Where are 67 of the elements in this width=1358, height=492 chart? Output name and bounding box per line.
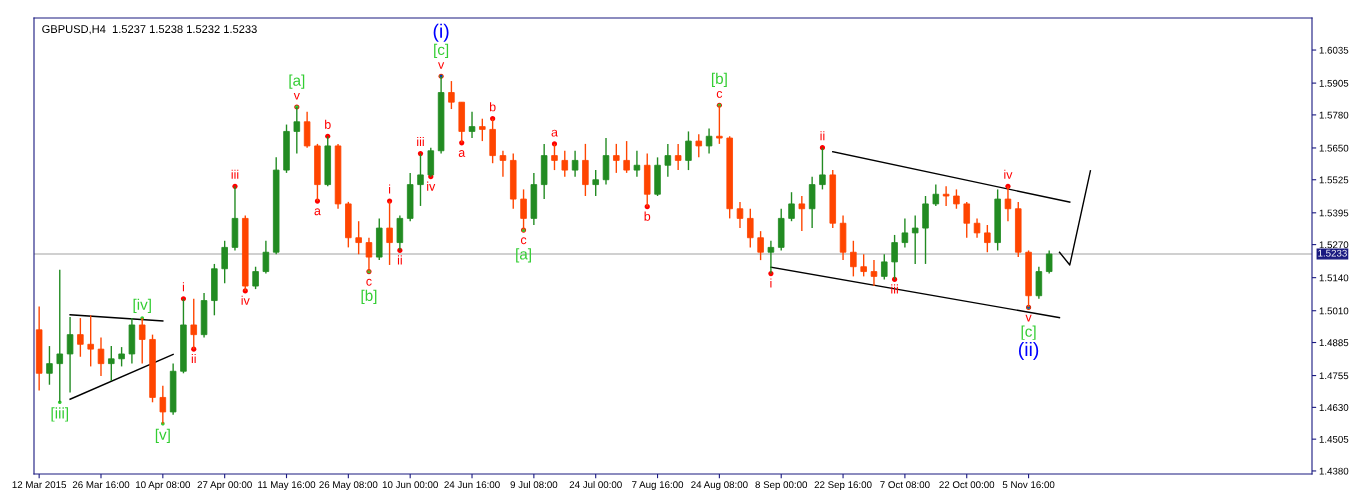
x-tick-label: 22 Oct 00:00	[939, 481, 995, 489]
x-tick-label: 9 Jul 08:00	[510, 480, 558, 489]
y-tick-label: 1.5780	[1319, 111, 1349, 119]
y-tick-label: 1.4755	[1319, 372, 1349, 380]
data-label: [iv]	[133, 298, 151, 314]
x-tick-label: 7 Oct 08:00	[880, 481, 930, 489]
x-tick-label: 5 Nov 16:00	[1002, 481, 1055, 489]
y-tick-label: 1.4505	[1319, 435, 1349, 443]
x-tick-label: 26 Mar 16:00	[72, 481, 130, 489]
x-tick-label: 24 Aug 08:00	[691, 481, 748, 491]
y-tick-label: 1.4630	[1319, 404, 1349, 411]
data-label: [c]	[434, 43, 449, 59]
data-label: ii	[191, 354, 196, 364]
data-label: a	[314, 208, 321, 216]
y-tick-label: 1.5395	[1319, 209, 1349, 217]
data-label: v	[293, 92, 300, 100]
y-tick-label: 1.5140	[1319, 274, 1349, 282]
data-label: c	[716, 91, 723, 98]
x-tick-label: 24 Jul 00:00	[569, 480, 622, 489]
x-tick-label: 7 Aug 16:00	[632, 481, 684, 491]
x-tick-label: 10 Jun 00:00	[382, 481, 438, 489]
data-label: i	[770, 278, 772, 288]
data-label: [c]	[1021, 325, 1036, 340]
data-label: b	[325, 119, 331, 129]
data-label: [b]	[711, 72, 727, 88]
data-label: [a]	[289, 74, 305, 89]
y-tick-label: 1.4885	[1319, 339, 1349, 347]
y-tick-label: 1.5650	[1319, 144, 1349, 152]
data-label: iii	[417, 137, 424, 147]
y-tick-label: 1.5270	[1319, 241, 1349, 249]
data-label: a	[458, 150, 466, 157]
data-label: (i)	[433, 23, 449, 42]
data-label: [b]	[361, 289, 377, 304]
data-label: c	[520, 237, 527, 245]
x-tick-label: 22 Sep 16:00	[814, 481, 872, 491]
x-tick-label: 8 Sep 00:00	[755, 481, 808, 491]
y-tick-label: 1.5525	[1319, 176, 1349, 184]
y-tick-label: 1.6035	[1319, 46, 1349, 54]
data-label: iv	[1004, 169, 1013, 179]
data-label: [v]	[155, 428, 170, 443]
x-tick-label: 10 Apr 08:00	[136, 481, 191, 491]
text: GBPUSD,H4 1.5237 1.5238 1.5232 1.5233	[42, 25, 257, 35]
x-tick-label: 27 Apr 00:00	[197, 481, 252, 491]
data-label: v	[1025, 314, 1032, 322]
data-label: ii	[397, 255, 402, 265]
y-tick-label: 1.5905	[1319, 79, 1349, 87]
data-label: v	[438, 62, 445, 69]
x-tick-label: 26 May 08:00	[319, 481, 378, 491]
ref-line-label: 1.5233	[1318, 249, 1347, 257]
data-label: b	[644, 211, 651, 221]
data-label: (ii)	[1018, 341, 1039, 361]
data-label: i	[389, 184, 391, 194]
data-label: i	[182, 282, 184, 292]
y-tick-label: 1.4380	[1319, 467, 1349, 475]
x-tick-label: 12 Mar 2015	[12, 481, 67, 489]
data-label: iv	[427, 181, 436, 191]
data-label: iii	[231, 169, 239, 179]
data-label: iv	[241, 295, 250, 305]
data-label: [a]	[516, 248, 531, 263]
data-label: a	[551, 129, 558, 137]
data-label: c	[366, 278, 372, 286]
data-label: [iii]	[51, 407, 69, 422]
x-tick-label: 24 Jun 16:00	[444, 481, 500, 489]
data-label: ii	[820, 131, 825, 141]
data-label: b	[489, 102, 496, 112]
y-tick-label: 1.5010	[1319, 307, 1349, 315]
x-tick-label: 11 May 16:00	[258, 481, 316, 491]
